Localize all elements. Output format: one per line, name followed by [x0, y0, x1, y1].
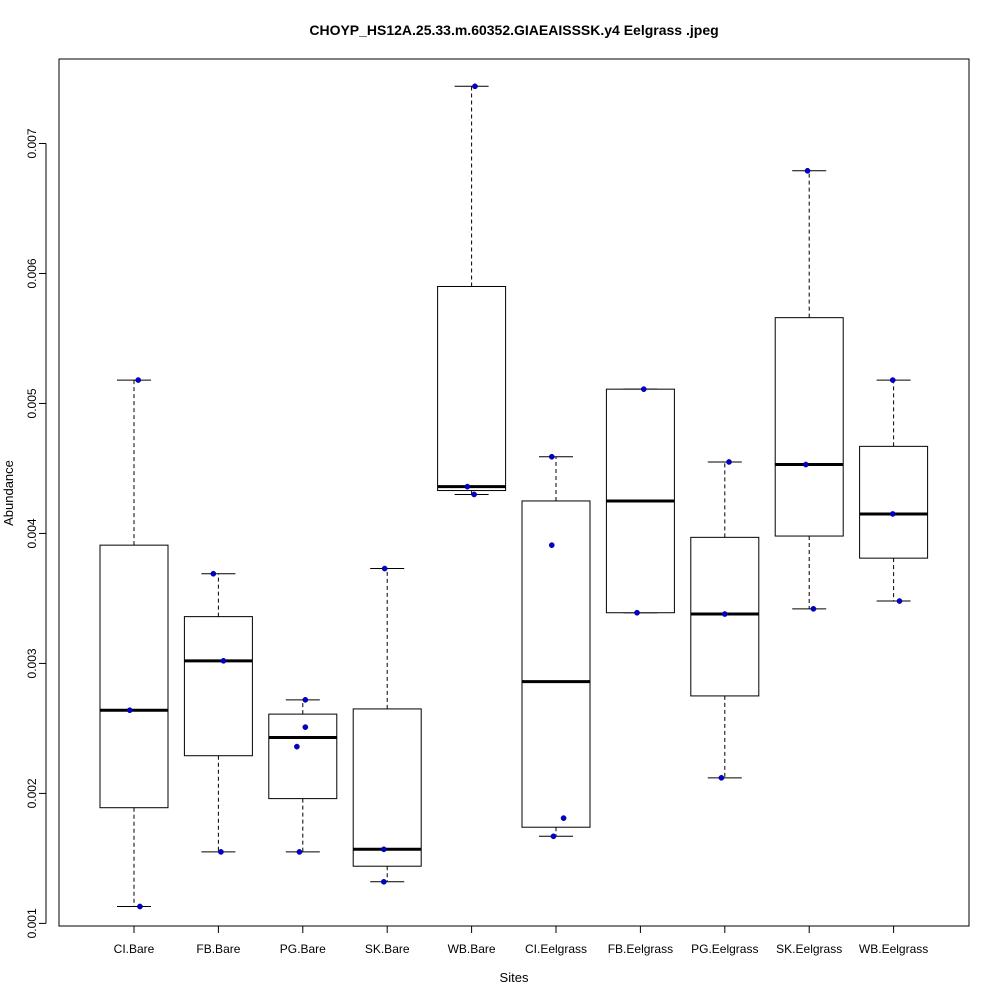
- x-tick-label: FB.Bare: [196, 942, 240, 956]
- box-group: [859, 379, 929, 602]
- x-tick-label: PG.Bare: [280, 942, 326, 956]
- box-iqr: [352, 708, 422, 867]
- y-tick-label: 0.001: [25, 908, 39, 938]
- y-axis: 0.001 0.002 0.003 0.004 0.005 0.006 0.007: [25, 128, 47, 938]
- data-point: [802, 461, 809, 468]
- data-point: [640, 386, 647, 393]
- box-group: [352, 568, 422, 883]
- data-point: [302, 724, 309, 730]
- x-tick-label: WB.Bare: [448, 942, 496, 956]
- data-point: [296, 849, 303, 855]
- data-point: [210, 570, 217, 577]
- x-tick-label: CI.Bare: [114, 942, 155, 956]
- x-tick-label: CI.Eelgrass: [525, 942, 587, 956]
- y-tick-label: 0.007: [25, 128, 39, 158]
- data-point: [380, 846, 387, 853]
- data-point: [220, 657, 227, 664]
- box-group: [521, 456, 591, 837]
- x-tick-label: SK.Bare: [365, 942, 410, 956]
- box-group: [99, 379, 169, 908]
- data-point: [471, 491, 477, 498]
- data-point: [896, 598, 903, 604]
- x-tick-label: SK.Eelgrass: [776, 942, 842, 956]
- data-point: [137, 903, 143, 910]
- y-tick-label: 0.002: [25, 778, 39, 808]
- data-point: [889, 377, 896, 383]
- x-tick-label: PG.Eelgrass: [691, 942, 758, 956]
- x-tick-label: FB.Eelgrass: [608, 942, 673, 956]
- data-point: [810, 605, 817, 612]
- x-axis: CI.Bare FB.Bare PG.Bare SK.Bare WB.Bare CI.Ee…: [114, 925, 928, 956]
- data-point: [718, 774, 725, 781]
- chart-title: CHOYP_HS12A.25.33.m.60352.GIAEAISSSK.y4 …: [309, 22, 718, 38]
- y-tick-label: 0.004: [25, 518, 39, 548]
- box-iqr: [859, 445, 929, 559]
- data-point: [380, 878, 387, 885]
- data-point: [889, 511, 896, 517]
- y-tick-label: 0.003: [25, 648, 39, 678]
- box-series: [99, 85, 929, 908]
- x-tick-label: WB.Eelgrass: [859, 942, 928, 956]
- box-iqr: [99, 544, 169, 809]
- data-point: [294, 743, 300, 750]
- data-point: [126, 707, 133, 714]
- data-point: [381, 565, 388, 572]
- data-point: [560, 815, 567, 821]
- data-point: [472, 83, 478, 90]
- data-point: [302, 696, 309, 703]
- data-point: [721, 611, 728, 617]
- box-iqr: [774, 317, 844, 537]
- point-series: [126, 83, 903, 910]
- data-point: [464, 483, 471, 490]
- box-iqr: [521, 500, 591, 828]
- data-point: [135, 377, 142, 383]
- box-iqr: [183, 616, 253, 757]
- y-tick-label: 0.006: [25, 258, 39, 288]
- data-point: [550, 833, 557, 840]
- box-group: [437, 85, 507, 495]
- data-point: [548, 542, 555, 548]
- data-point: [726, 459, 732, 465]
- box-group: [605, 388, 675, 614]
- data-point: [218, 849, 224, 855]
- box-group: [774, 170, 844, 610]
- data-point: [804, 167, 811, 174]
- data-point: [548, 453, 555, 460]
- box-iqr: [437, 285, 507, 492]
- box-group: [183, 573, 253, 853]
- y-axis-label: Abundance: [1, 460, 16, 526]
- x-axis-label: Sites: [500, 970, 529, 985]
- y-tick-label: 0.005: [25, 388, 39, 418]
- data-point: [634, 609, 640, 616]
